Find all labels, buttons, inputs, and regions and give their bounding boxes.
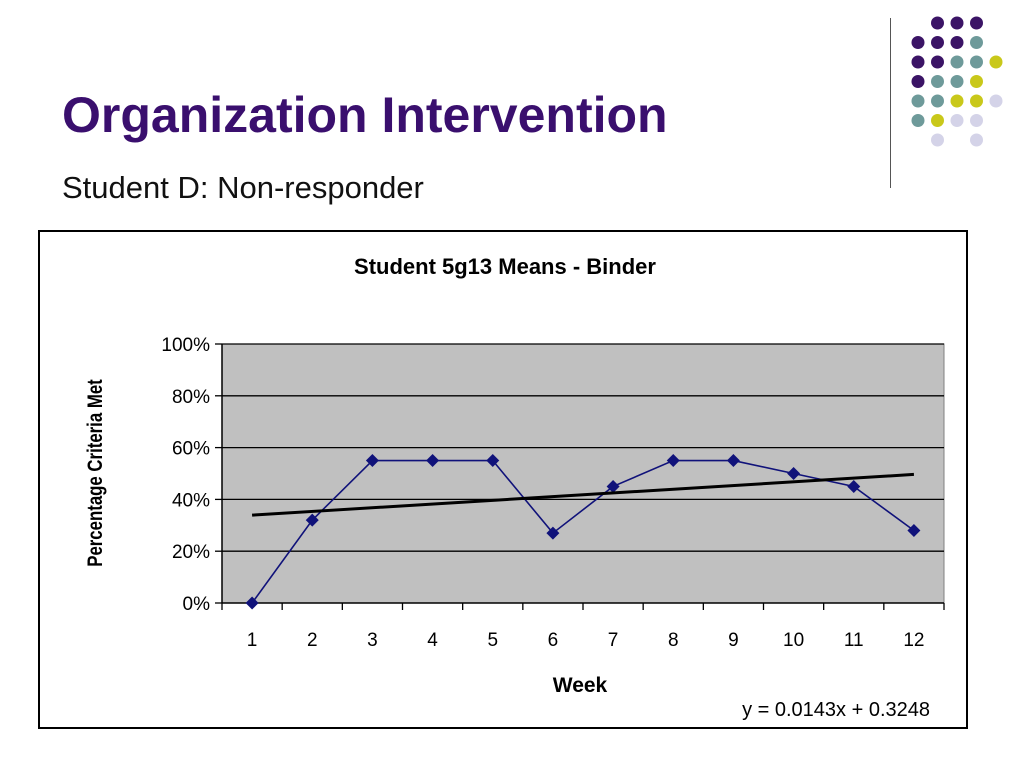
x-tick-label: 1 <box>247 630 258 651</box>
data-point <box>305 513 319 527</box>
data-point <box>907 523 921 537</box>
dot <box>970 75 983 88</box>
dot <box>950 114 964 127</box>
y-tick-label: 80% <box>172 387 210 408</box>
x-tick-label: 8 <box>668 630 679 651</box>
series-layer <box>245 454 921 610</box>
data-point <box>606 479 620 493</box>
data-point <box>546 526 560 540</box>
dot <box>970 55 983 69</box>
dot <box>970 133 983 147</box>
data-point <box>426 454 440 468</box>
x-tick-label: 6 <box>548 630 559 651</box>
y-axis-label: Percentage Criteria Met <box>84 379 107 567</box>
y-axis-ticks: 0% 20% 40% 60% 80% 100% <box>161 335 222 615</box>
x-tick-label: 3 <box>367 630 378 651</box>
header-divider <box>890 18 891 188</box>
x-axis-label: Week <box>553 674 608 697</box>
x-tick-label: 10 <box>783 630 804 651</box>
dot <box>931 55 944 69</box>
dot <box>931 114 944 127</box>
dot <box>911 55 925 69</box>
dot <box>911 75 925 88</box>
trend-layer <box>251 472 915 517</box>
dot <box>911 94 925 108</box>
dot <box>931 36 944 49</box>
trendline-equation: y = 0.0143x + 0.3248 <box>742 699 930 721</box>
x-tick-label: 2 <box>307 630 318 651</box>
y-tick-label: 0% <box>183 594 211 615</box>
series-line <box>251 459 915 604</box>
data-point <box>365 454 379 468</box>
x-tick-label: 4 <box>427 630 438 651</box>
dot <box>931 133 944 147</box>
dot <box>950 36 964 49</box>
trendline <box>251 472 915 517</box>
dot <box>970 94 983 108</box>
dot <box>950 75 964 88</box>
data-point <box>847 479 861 493</box>
data-point <box>245 596 259 610</box>
dot-grid-icon <box>911 16 1003 147</box>
x-tick-label: 12 <box>903 630 924 651</box>
x-axis-ticks: 1 2 3 4 5 6 7 8 9 10 11 12 <box>221 603 945 651</box>
data-point <box>787 467 801 480</box>
slide-subtitle: Student D: Non-responder <box>62 170 424 205</box>
dot <box>950 94 964 108</box>
data-point <box>726 454 740 468</box>
dot <box>989 55 1003 69</box>
x-tick-label: 7 <box>608 630 619 651</box>
dot <box>931 16 944 30</box>
dot <box>950 55 964 69</box>
plot-area <box>221 343 945 604</box>
x-tick-label: 9 <box>728 630 739 651</box>
x-tick-label: 5 <box>487 630 498 651</box>
data-point <box>486 454 500 468</box>
y-tick-label: 20% <box>172 542 210 563</box>
chart-title: Student 5g13 Means - Binder <box>354 254 656 279</box>
dot <box>970 36 983 49</box>
dot <box>989 94 1003 108</box>
chart-frame: Student 5g13 Means - Binder 0% 20% 40% 60% 8… <box>38 230 968 729</box>
dot <box>931 75 944 88</box>
dot <box>950 16 964 30</box>
dot <box>931 94 944 108</box>
y-tick-label: 60% <box>172 439 210 460</box>
y-tick-label: 100% <box>161 335 210 356</box>
x-tick-label: 11 <box>844 630 864 651</box>
dot <box>911 114 925 127</box>
dot <box>911 36 925 49</box>
chart: Student 5g13 Means - Binder 0% 20% 40% 60% 8… <box>84 254 945 721</box>
dot <box>970 114 983 127</box>
data-point <box>666 454 680 468</box>
y-tick-label: 40% <box>172 490 210 511</box>
dot <box>970 16 983 30</box>
slide-title: Organization Intervention <box>62 87 668 143</box>
